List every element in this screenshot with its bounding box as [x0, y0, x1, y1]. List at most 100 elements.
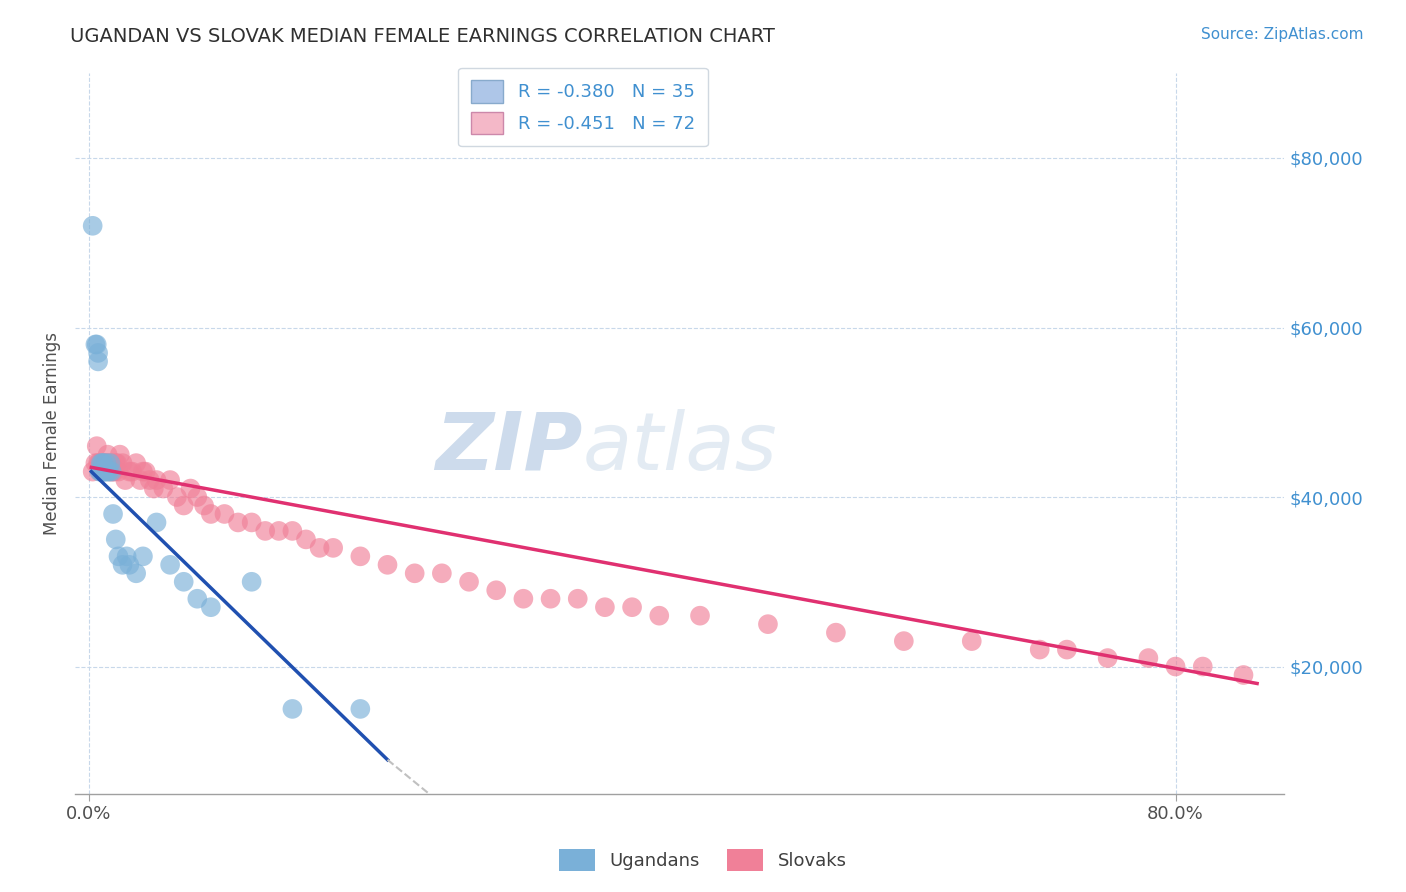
- Point: [648, 608, 671, 623]
- Point: [125, 566, 148, 581]
- Point: [430, 566, 453, 581]
- Point: [322, 541, 344, 555]
- Point: [86, 337, 108, 351]
- Text: ZIP: ZIP: [436, 409, 583, 487]
- Point: [173, 574, 195, 589]
- Point: [107, 465, 129, 479]
- Point: [103, 465, 125, 479]
- Point: [593, 600, 616, 615]
- Point: [93, 456, 115, 470]
- Point: [1028, 642, 1050, 657]
- Point: [82, 465, 104, 479]
- Point: [295, 533, 318, 547]
- Point: [91, 456, 114, 470]
- Point: [1191, 659, 1213, 673]
- Point: [104, 456, 127, 470]
- Text: atlas: atlas: [583, 409, 778, 487]
- Point: [100, 465, 122, 479]
- Point: [281, 524, 304, 538]
- Point: [98, 465, 121, 479]
- Point: [100, 456, 122, 470]
- Point: [308, 541, 330, 555]
- Point: [87, 456, 110, 470]
- Point: [825, 625, 848, 640]
- Point: [132, 549, 155, 564]
- Point: [98, 465, 121, 479]
- Point: [94, 465, 117, 479]
- Point: [93, 456, 115, 470]
- Point: [91, 465, 114, 479]
- Text: UGANDAN VS SLOVAK MEDIAN FEMALE EARNINGS CORRELATION CHART: UGANDAN VS SLOVAK MEDIAN FEMALE EARNINGS…: [70, 27, 775, 45]
- Point: [108, 448, 131, 462]
- Point: [152, 482, 174, 496]
- Point: [1232, 668, 1254, 682]
- Point: [93, 465, 115, 479]
- Point: [186, 591, 208, 606]
- Point: [193, 499, 215, 513]
- Point: [485, 583, 508, 598]
- Point: [101, 465, 124, 479]
- Point: [105, 456, 128, 470]
- Point: [115, 549, 138, 564]
- Point: [98, 456, 121, 470]
- Point: [96, 456, 118, 470]
- Point: [89, 465, 111, 479]
- Point: [86, 439, 108, 453]
- Point: [1097, 651, 1119, 665]
- Legend: Ugandans, Slovaks: Ugandans, Slovaks: [553, 842, 853, 879]
- Point: [349, 702, 371, 716]
- Point: [98, 456, 121, 470]
- Point: [138, 473, 160, 487]
- Text: Source: ZipAtlas.com: Source: ZipAtlas.com: [1201, 27, 1364, 42]
- Point: [281, 702, 304, 716]
- Point: [90, 465, 112, 479]
- Point: [179, 482, 201, 496]
- Point: [254, 524, 277, 538]
- Point: [82, 219, 104, 233]
- Point: [94, 456, 117, 470]
- Point: [349, 549, 371, 564]
- Point: [145, 516, 167, 530]
- Point: [84, 456, 107, 470]
- Point: [97, 448, 120, 462]
- Point: [756, 617, 779, 632]
- Point: [893, 634, 915, 648]
- Point: [240, 516, 263, 530]
- Point: [960, 634, 983, 648]
- Point: [101, 507, 124, 521]
- Point: [200, 600, 222, 615]
- Point: [114, 473, 136, 487]
- Point: [118, 558, 141, 572]
- Point: [404, 566, 426, 581]
- Legend: R = -0.380   N = 35, R = -0.451   N = 72: R = -0.380 N = 35, R = -0.451 N = 72: [458, 68, 707, 146]
- Point: [200, 507, 222, 521]
- Point: [96, 456, 118, 470]
- Point: [135, 465, 157, 479]
- Point: [132, 465, 155, 479]
- Point: [118, 465, 141, 479]
- Point: [91, 465, 114, 479]
- Point: [94, 465, 117, 479]
- Point: [159, 558, 181, 572]
- Point: [689, 608, 711, 623]
- Point: [1164, 659, 1187, 673]
- Point: [125, 456, 148, 470]
- Point: [107, 549, 129, 564]
- Point: [567, 591, 589, 606]
- Point: [540, 591, 562, 606]
- Point: [111, 456, 134, 470]
- Point: [377, 558, 399, 572]
- Point: [621, 600, 644, 615]
- Point: [104, 533, 127, 547]
- Point: [87, 354, 110, 368]
- Point: [226, 516, 249, 530]
- Point: [166, 490, 188, 504]
- Point: [267, 524, 290, 538]
- Point: [97, 465, 120, 479]
- Point: [111, 558, 134, 572]
- Point: [90, 456, 112, 470]
- Y-axis label: Median Female Earnings: Median Female Earnings: [44, 332, 60, 535]
- Point: [512, 591, 534, 606]
- Point: [142, 482, 165, 496]
- Point: [214, 507, 236, 521]
